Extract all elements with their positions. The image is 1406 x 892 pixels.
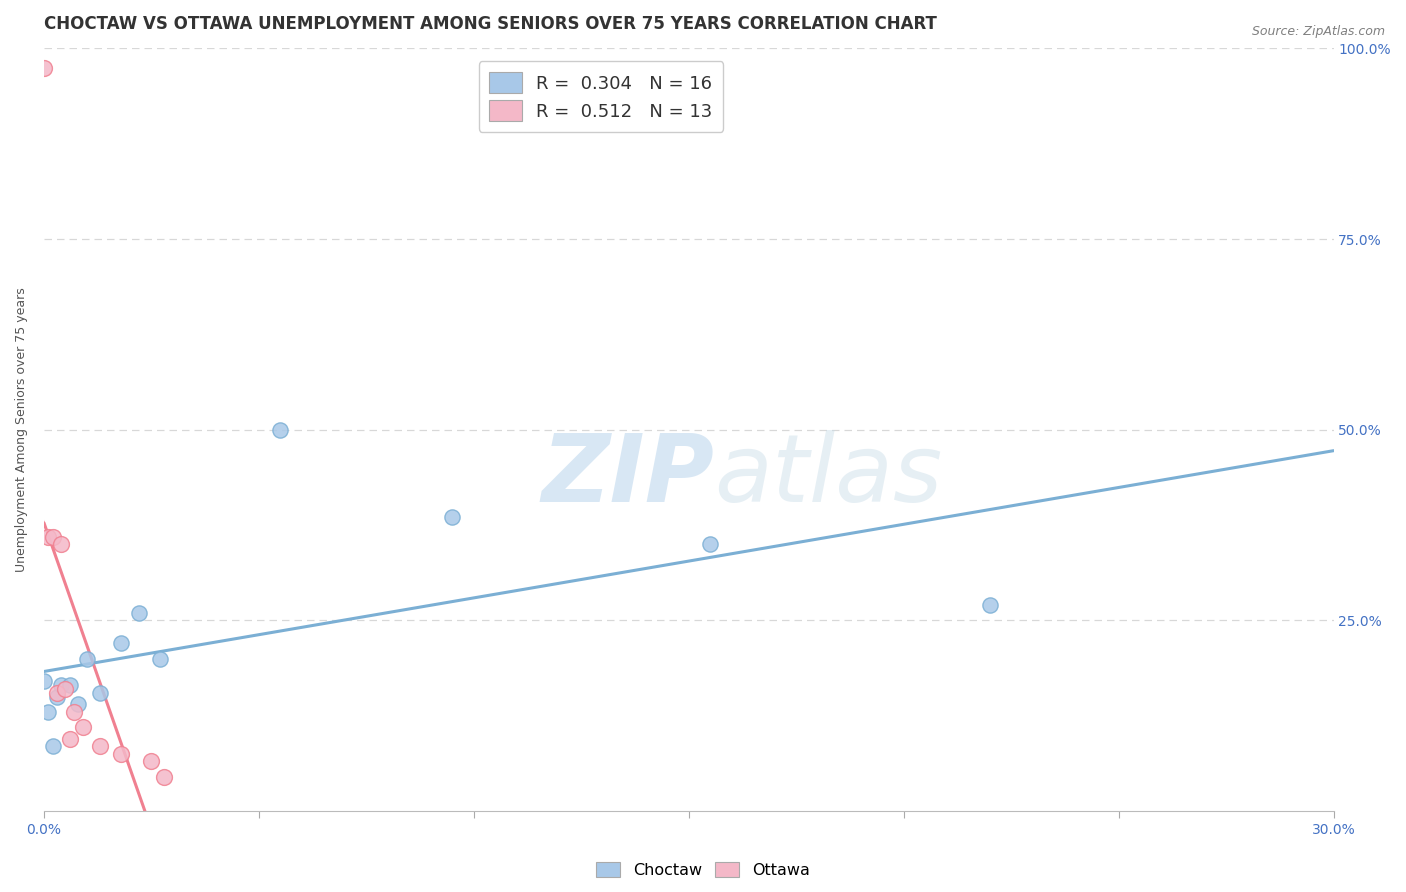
Point bbox=[51, 537, 73, 551]
Text: atlas: atlas bbox=[714, 430, 943, 521]
Point bbox=[110, 636, 132, 650]
Point bbox=[153, 770, 176, 784]
Text: Source: ZipAtlas.com: Source: ZipAtlas.com bbox=[1251, 25, 1385, 38]
Point bbox=[128, 606, 150, 620]
Text: ZIP: ZIP bbox=[541, 430, 714, 522]
Point bbox=[37, 705, 59, 719]
Point bbox=[37, 529, 59, 543]
Point bbox=[699, 537, 721, 551]
Point bbox=[441, 510, 464, 524]
Point bbox=[45, 686, 67, 700]
Point bbox=[269, 423, 291, 437]
Legend: Choctaw, Ottawa: Choctaw, Ottawa bbox=[591, 855, 815, 884]
Point bbox=[45, 690, 67, 704]
Point bbox=[63, 705, 86, 719]
Point bbox=[59, 731, 82, 746]
Point bbox=[149, 651, 172, 665]
Point bbox=[89, 686, 111, 700]
Point bbox=[59, 678, 82, 692]
Text: CHOCTAW VS OTTAWA UNEMPLOYMENT AMONG SENIORS OVER 75 YEARS CORRELATION CHART: CHOCTAW VS OTTAWA UNEMPLOYMENT AMONG SEN… bbox=[44, 15, 936, 33]
Point bbox=[41, 739, 63, 754]
Point bbox=[110, 747, 132, 761]
Y-axis label: Unemployment Among Seniors over 75 years: Unemployment Among Seniors over 75 years bbox=[15, 287, 28, 572]
Point bbox=[979, 598, 1001, 612]
Legend: R =  0.304   N = 16, R =  0.512   N = 13: R = 0.304 N = 16, R = 0.512 N = 13 bbox=[478, 62, 724, 132]
Point bbox=[141, 755, 163, 769]
Point bbox=[55, 681, 77, 696]
Point bbox=[67, 698, 90, 712]
Point bbox=[32, 674, 55, 689]
Point bbox=[32, 61, 55, 75]
Point bbox=[89, 739, 111, 754]
Point bbox=[41, 529, 63, 543]
Point bbox=[76, 651, 98, 665]
Point bbox=[51, 678, 73, 692]
Point bbox=[72, 720, 94, 734]
